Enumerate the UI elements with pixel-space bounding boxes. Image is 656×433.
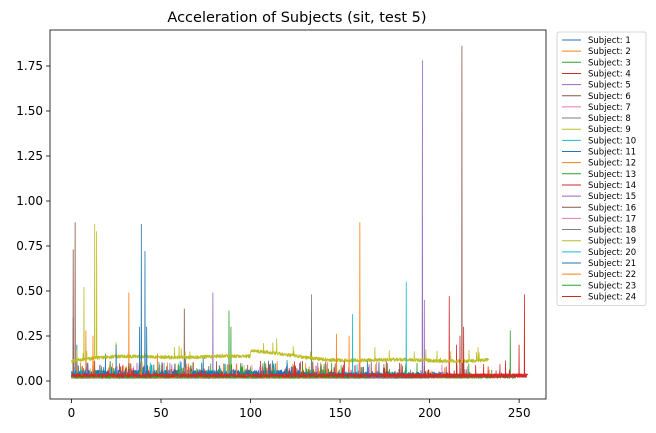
legend-label: Subject: 18 [588, 226, 636, 236]
legend-label: Subject: 23 [588, 281, 636, 291]
series-line-subject-24 [71, 326, 529, 378]
series-layer [71, 45, 529, 379]
x-tick-label: 100 [239, 406, 262, 420]
legend-label: Subject: 16 [588, 203, 636, 213]
x-tick-label: 250 [508, 406, 531, 420]
legend-label: Subject: 9 [588, 125, 631, 135]
y-tick-label: 1.25 [16, 149, 43, 163]
y-tick-label: 1.50 [16, 104, 43, 118]
legend-label: Subject: 14 [588, 181, 636, 191]
legend-label: Subject: 17 [588, 214, 636, 224]
legend-label: Subject: 13 [588, 170, 636, 180]
y-axis: 0.00 0.25 0.50 0.75 1.00 1.25 1.50 1.75 [16, 59, 50, 388]
series-line-subject-6 [71, 45, 475, 378]
legend-label: Subject: 8 [588, 114, 631, 124]
legend-label: Subject: 12 [588, 159, 636, 169]
legend-label: Subject: 19 [588, 237, 636, 247]
series-line-subject-2 [71, 222, 362, 378]
legend-label: Subject: 20 [588, 248, 636, 258]
x-tick-label: 200 [418, 406, 441, 420]
legend-label: Subject: 21 [588, 259, 636, 269]
legend-label: Subject: 22 [588, 270, 636, 280]
legend-label: Subject: 5 [588, 81, 631, 91]
y-tick-label: 0.25 [16, 329, 43, 343]
legend-label: Subject: 6 [588, 92, 631, 102]
legend-box [556, 31, 647, 307]
y-tick-label: 0.75 [16, 239, 43, 253]
series-line-subject-10 [71, 281, 409, 379]
legend-label: Subject: 11 [588, 148, 636, 158]
y-tick-label: 0.50 [16, 284, 43, 298]
x-tick-label: 150 [329, 406, 352, 420]
legend-label: Subject: 24 [588, 292, 636, 302]
legend-label: Subject: 2 [588, 47, 631, 57]
legend-label: Subject: 3 [588, 58, 631, 68]
chart-title: Acceleration of Subjects (sit, test 5) [167, 10, 426, 26]
series-line-subject-5 [71, 60, 430, 379]
legend-label: Subject: 1 [588, 36, 631, 46]
y-tick-label: 1.75 [16, 59, 43, 73]
y-tick-label: 0.00 [16, 374, 43, 388]
y-tick-label: 1.00 [16, 194, 43, 208]
x-tick-label: 50 [153, 406, 168, 420]
series-line-subject-9 [71, 223, 489, 364]
legend-label: Subject: 10 [588, 136, 636, 146]
legend-label: Subject: 15 [588, 192, 636, 202]
legend-label: Subject: 7 [588, 103, 631, 113]
x-axis: 0 50 100 150 200 250 [68, 399, 531, 420]
x-tick-label: 0 [68, 406, 76, 420]
legend-label: Subject: 4 [588, 69, 631, 79]
plot-frame [49, 29, 547, 400]
